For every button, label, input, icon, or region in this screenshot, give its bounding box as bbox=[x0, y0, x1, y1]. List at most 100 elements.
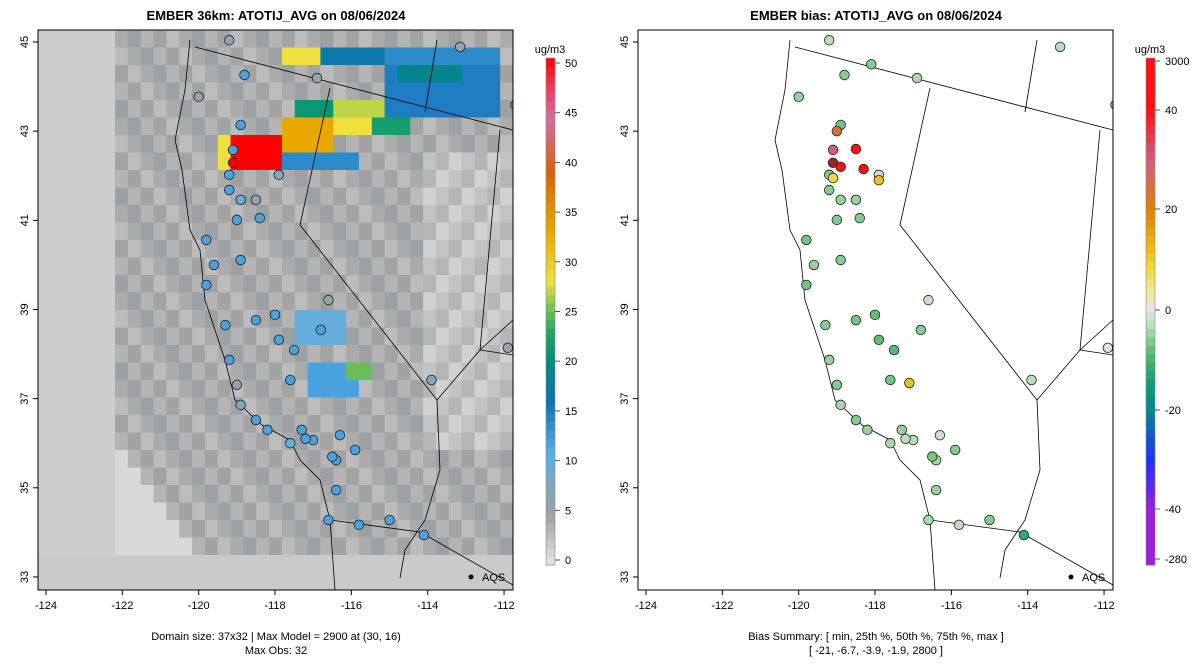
grid-cell bbox=[333, 222, 347, 241]
colorbar-segment bbox=[1146, 235, 1155, 245]
station-point bbox=[824, 354, 835, 366]
grid-cell bbox=[500, 502, 513, 521]
grid-cell bbox=[294, 292, 309, 311]
grid-cell bbox=[474, 30, 488, 48]
grid-cell bbox=[500, 82, 513, 101]
grid-cell bbox=[435, 65, 450, 83]
grid-cell bbox=[474, 432, 488, 451]
colorbar-segment bbox=[546, 514, 555, 524]
grid-cell bbox=[243, 82, 257, 101]
grid-cell bbox=[166, 82, 180, 101]
grid-cell bbox=[500, 555, 513, 573]
grid-cell bbox=[384, 432, 398, 451]
grid-cell bbox=[461, 100, 475, 118]
grid-cell bbox=[140, 65, 155, 83]
grid-cell bbox=[333, 47, 347, 66]
grid-cell bbox=[153, 327, 167, 346]
grid-cell bbox=[358, 572, 373, 590]
grid-cell bbox=[127, 310, 142, 328]
grid-cell bbox=[448, 187, 463, 206]
grid-cell bbox=[358, 187, 373, 206]
grid-cell bbox=[423, 292, 437, 311]
grid-cell bbox=[358, 240, 373, 258]
grid-cell bbox=[127, 240, 142, 258]
station-point bbox=[827, 172, 839, 184]
colorbar-segment bbox=[1146, 294, 1155, 304]
grid-cell bbox=[76, 467, 90, 486]
grid-cell bbox=[320, 240, 334, 258]
grid-cell bbox=[140, 327, 155, 346]
colorbar-segment bbox=[546, 83, 555, 93]
colorbar-segment bbox=[546, 303, 555, 312]
grid-cell bbox=[461, 362, 475, 381]
grid-cell bbox=[204, 292, 219, 311]
grid-cell bbox=[397, 467, 411, 486]
grid-cell bbox=[230, 362, 244, 381]
grid-cell bbox=[89, 82, 103, 101]
grid-cell bbox=[217, 275, 232, 293]
grid-cell bbox=[448, 275, 463, 293]
grid-cell bbox=[217, 432, 232, 451]
grid-cell bbox=[204, 380, 219, 398]
grid-cell bbox=[256, 502, 270, 521]
grid-cell bbox=[397, 380, 411, 398]
grid-cell bbox=[269, 47, 283, 66]
grid-cell bbox=[230, 30, 244, 48]
colorbar-tick-label: 0 bbox=[1165, 305, 1171, 317]
grid-cell bbox=[102, 152, 116, 171]
grid-cell bbox=[294, 572, 309, 590]
boundary-line bbox=[424, 39, 438, 113]
station-point bbox=[296, 424, 307, 436]
station-point bbox=[835, 399, 846, 411]
grid-cell bbox=[127, 572, 142, 590]
grid-cell bbox=[333, 275, 347, 293]
grid-cell bbox=[435, 170, 450, 188]
grid-cell bbox=[192, 327, 206, 346]
grid-cell bbox=[256, 432, 270, 451]
colorbar-segment bbox=[1146, 91, 1155, 101]
grid-cell bbox=[230, 47, 244, 66]
grid-cell bbox=[50, 187, 65, 206]
colorbar-segment bbox=[1146, 66, 1155, 76]
grid-cell bbox=[76, 555, 90, 573]
grid-cell bbox=[63, 205, 78, 223]
grid-cell bbox=[115, 327, 129, 346]
y-tick-label: 41 bbox=[619, 214, 631, 226]
grid-cell bbox=[192, 205, 206, 223]
grid-cell bbox=[204, 450, 219, 468]
grid-cell bbox=[281, 327, 296, 346]
grid-cell bbox=[38, 415, 52, 433]
station-point bbox=[835, 161, 846, 173]
grid-cell bbox=[127, 380, 142, 398]
grid-cell bbox=[179, 310, 193, 328]
grid-cell bbox=[50, 467, 65, 486]
colorbar-segment bbox=[1146, 387, 1155, 397]
grid-cell bbox=[371, 240, 386, 258]
grid-cell bbox=[89, 345, 103, 363]
grid-cell bbox=[487, 65, 501, 83]
grid-cell bbox=[346, 222, 360, 241]
grid-cell bbox=[346, 397, 360, 416]
grid-cell bbox=[140, 502, 155, 521]
grid-cell bbox=[140, 135, 155, 153]
station-point bbox=[269, 309, 281, 321]
grid-cell bbox=[320, 205, 334, 223]
grid-cell bbox=[320, 537, 334, 556]
chart-title: EMBER 36km: ATOTIJ_AVG on 08/06/2024 bbox=[147, 8, 407, 23]
grid-cell bbox=[307, 47, 321, 66]
colorbar-segment bbox=[1146, 260, 1155, 270]
grid-cell bbox=[423, 275, 437, 293]
grid-cell bbox=[115, 152, 129, 171]
grid-cell bbox=[397, 450, 411, 468]
grid-cell bbox=[204, 467, 219, 486]
grid-cell bbox=[50, 362, 65, 381]
grid-cell bbox=[269, 397, 283, 416]
grid-cell bbox=[269, 30, 283, 48]
grid-cell bbox=[410, 257, 424, 276]
grid-cell bbox=[127, 415, 142, 433]
grid-cell bbox=[346, 292, 360, 311]
grid-cell bbox=[153, 222, 167, 241]
y-tick-label: 41 bbox=[19, 214, 31, 226]
grid-cell bbox=[423, 82, 437, 101]
grid-cell bbox=[63, 135, 78, 153]
